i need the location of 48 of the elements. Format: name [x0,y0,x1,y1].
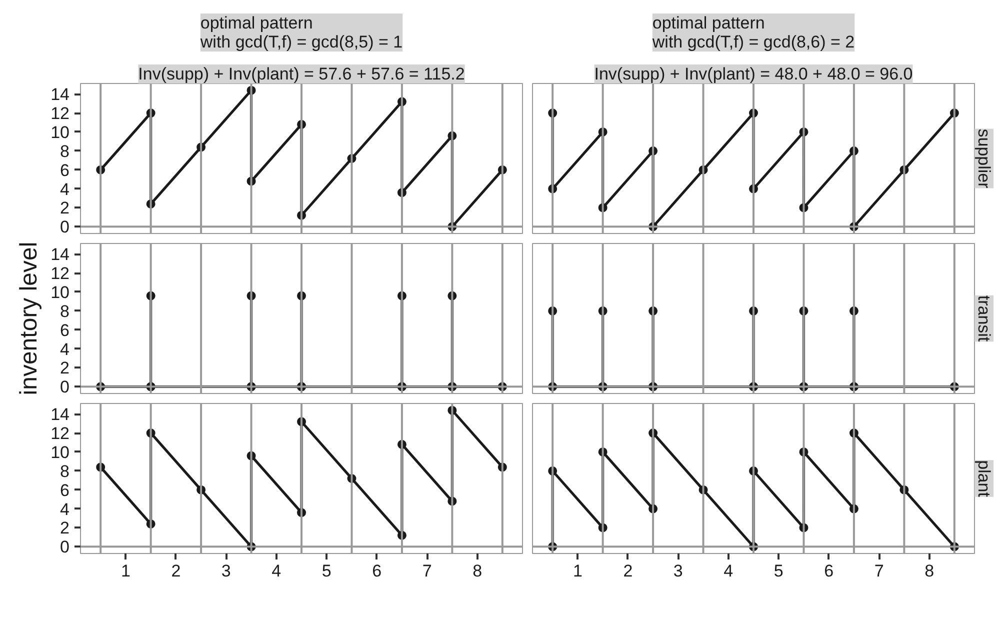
x-tick-label: 8 [472,562,482,580]
y-tick-label: 2 [60,518,70,538]
x-tick-label: 5 [774,562,784,580]
y-tick-label: 4 [60,340,70,359]
y-tick-label: 10 [50,122,70,142]
chart-subtitle: Inv(supp) + Inv(plant) = 57.6 + 57.6 = 115.2 [138,64,465,84]
y-tick-label: 6 [60,320,70,340]
y-tick-label: 12 [50,424,70,444]
y-tick-label: 14 [50,85,70,104]
x-tick-label: 3 [221,562,231,580]
y-tick-label: 14 [50,405,70,424]
x-tick-label: 4 [724,562,734,580]
x-tick-label: 2 [623,562,633,580]
y-tick-label: 0 [60,218,70,237]
y-tick-label: 0 [60,538,70,557]
y2-axis-title: transit [974,295,994,342]
y-tick-label: 6 [60,480,70,500]
x-tick-label: 1 [120,562,130,580]
y-tick-label: 6 [60,160,70,180]
y-tick-label: 2 [60,358,70,378]
x-tick-label: 1 [572,562,582,580]
x-tick-label: 5 [322,562,332,580]
y-tick-label: 14 [50,245,70,264]
y-tick-label: 10 [50,282,70,302]
chart-subtitle: Inv(supp) + Inv(plant) = 48.0 + 48.0 = 96.0 [594,64,913,84]
x-tick-label: 4 [272,562,282,580]
y-tick-label: 4 [60,500,70,519]
chart-title: optimal pattern with gcd(T,f) = gcd(8,5) = 1 [199,14,403,52]
y-tick-label: 10 [50,442,70,462]
x-tick-label: 7 [874,562,884,580]
y2-axis-title: plant [974,460,994,498]
y-tick-label: 8 [60,302,70,321]
y-tick-label: 12 [50,104,70,124]
x-tick-label: 6 [824,562,834,580]
x-tick-label: 2 [171,562,181,580]
x-tick-label: 6 [372,562,382,580]
x-tick-label: 7 [422,562,432,580]
y-tick-label: 8 [60,462,70,481]
y-tick-label: 2 [60,198,70,218]
y-axis-title: inventory level [16,242,43,396]
y-tick-label: 8 [60,142,70,161]
y-tick-label: 4 [60,180,70,199]
chart-title: optimal pattern with gcd(T,f) = gcd(8,6) = 2 [651,14,855,52]
x-tick-label: 8 [924,562,934,580]
y-tick-label: 12 [50,264,70,284]
y2-axis-title: supplier [974,128,994,189]
y-tick-label: 0 [60,378,70,397]
x-tick-label: 3 [673,562,683,580]
